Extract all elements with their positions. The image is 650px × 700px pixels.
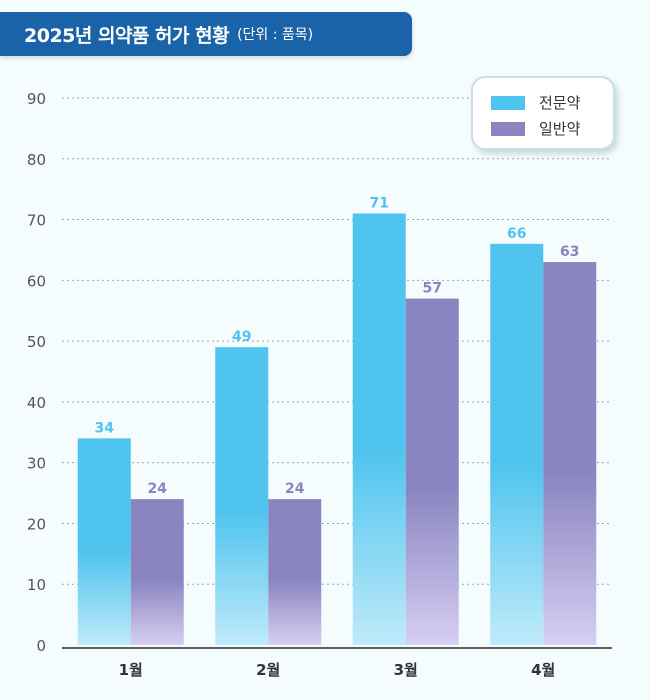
bar-otc: [130, 499, 184, 645]
y-tick-label: 90: [27, 90, 46, 108]
bar-prescription: [77, 438, 131, 645]
bar-otc: [543, 262, 597, 645]
data-label: 66: [507, 226, 526, 242]
data-label: 71: [370, 195, 389, 211]
legend-swatch-prescription: [491, 95, 525, 110]
bar-prescription: [490, 243, 544, 645]
y-tick-label: 80: [27, 151, 46, 169]
bar-otc: [405, 298, 459, 645]
data-label: 34: [95, 420, 115, 436]
bar-prescription: [352, 213, 406, 645]
y-tick-label: 70: [27, 212, 46, 230]
data-label: 24: [285, 481, 305, 497]
legend-item-otc: 일반약: [491, 118, 580, 139]
chart-unit: (단위 : 품목): [237, 27, 314, 43]
x-tick-label: 4월: [531, 661, 555, 679]
chart-title-bar: 2025년 의약품 허가 현황 (단위 : 품목): [0, 12, 412, 56]
y-tick-label: 40: [27, 394, 46, 412]
y-tick-label: 20: [27, 515, 46, 533]
y-tick-label: 10: [27, 576, 46, 594]
legend-swatch-otc: [491, 121, 525, 136]
data-label: 49: [232, 329, 251, 345]
y-tick-label: 60: [27, 272, 46, 290]
y-tick-label: 30: [27, 455, 46, 473]
x-tick-label: 3월: [394, 661, 418, 679]
legend-label-otc: 일반약: [539, 120, 581, 138]
y-tick-label: 0: [36, 637, 46, 655]
data-label: 24: [148, 481, 168, 497]
chart-legend: 전문약 일반약: [471, 76, 615, 150]
x-tick-label: 2월: [256, 661, 280, 679]
y-tick-label: 50: [27, 333, 46, 351]
legend-label-prescription: 전문약: [539, 94, 581, 112]
data-label: 63: [560, 244, 579, 260]
x-tick-label: 1월: [119, 661, 143, 679]
bar-otc: [268, 499, 322, 645]
legend-item-prescription: 전문약: [491, 92, 580, 113]
bar-prescription: [215, 347, 269, 645]
data-label: 57: [423, 281, 442, 297]
chart-title: 2025년 의약품 허가 현황: [24, 24, 230, 47]
